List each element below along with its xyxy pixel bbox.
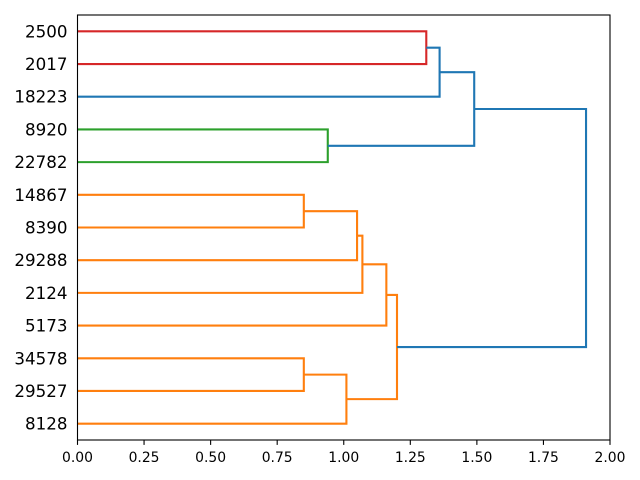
leaf-label: 8390 <box>25 218 67 238</box>
x-tick-label: 0.00 <box>62 450 93 466</box>
x-tick-label: 0.50 <box>195 450 226 466</box>
leaf-label: 18223 <box>14 87 67 107</box>
leaf-label: 5173 <box>25 316 67 336</box>
leaf-label: 2017 <box>25 54 67 74</box>
x-tick-label: 2.00 <box>595 450 626 466</box>
leaf-label: 34578 <box>14 348 67 368</box>
x-tick-label: 0.75 <box>262 450 293 466</box>
leaf-label: 29288 <box>14 250 67 270</box>
x-tick-label: 1.50 <box>461 450 492 466</box>
x-tick-label: 1.00 <box>328 450 359 466</box>
x-tick-label: 1.75 <box>528 450 559 466</box>
leaf-label: 29527 <box>14 381 67 401</box>
leaf-label: 2500 <box>25 21 67 41</box>
leaf-label: 14867 <box>14 185 67 205</box>
x-tick-label: 0.25 <box>129 450 160 466</box>
leaf-label: 8920 <box>25 119 67 139</box>
dendrogram-link <box>397 107 588 349</box>
dendrogram-link <box>327 71 476 147</box>
leaf-label: 22782 <box>14 152 67 172</box>
leaf-label: 2124 <box>25 283 67 303</box>
x-tick-label: 1.25 <box>395 450 426 466</box>
leaf-label: 8128 <box>25 414 67 434</box>
